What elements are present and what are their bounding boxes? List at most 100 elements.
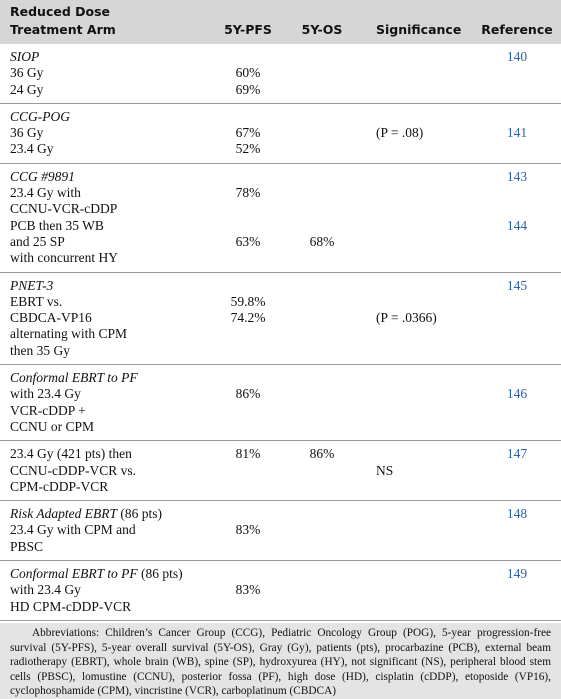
arm-text: CCG-POG bbox=[10, 108, 70, 124]
row-group: SIOP 140 36 Gy 60% 24 Gy 69% bbox=[0, 44, 561, 104]
arm-cell: and 25 SP bbox=[10, 234, 65, 250]
significance-cell: (P = .0366) bbox=[376, 310, 437, 326]
row-group: CCG #9891 143 23.4 Gy with 78% CCNU-VCR-cDDP… bbox=[0, 164, 561, 273]
arm-cell: 23.4 Gy with bbox=[10, 185, 81, 201]
reference-cell: 143 bbox=[506, 168, 528, 184]
header-reference: Reference bbox=[481, 22, 553, 37]
arm-text: 23.4 Gy bbox=[10, 141, 54, 157]
arm-cell: PNET-3 bbox=[10, 278, 53, 294]
arm-cell: with concurrent HY bbox=[10, 250, 118, 266]
row-line: 36 Gy 60% bbox=[0, 65, 561, 81]
arm-text: Risk Adapted EBRT bbox=[10, 506, 117, 522]
arm-cell: SIOP bbox=[10, 49, 39, 65]
reference-cell: 144 bbox=[506, 217, 528, 233]
row-line: CCNU-VCR-cDDP bbox=[0, 201, 561, 217]
row-line: Risk Adapted EBRT (86 pts) 148 bbox=[0, 506, 561, 522]
arm-cell: 36 Gy bbox=[10, 65, 43, 81]
arm-cell: Conformal EBRT to PF (86 pts) bbox=[10, 566, 183, 582]
row-line: HD CPM-cDDP-VCR bbox=[0, 599, 561, 615]
header-significance: Significance bbox=[376, 22, 462, 37]
arm-cell: CBDCA-VP16 bbox=[10, 310, 92, 326]
table-header: Reduced Dose Treatment Arm 5Y-PFS 5Y-OS … bbox=[0, 0, 561, 44]
row-line: and 25 SP 63% 68% bbox=[0, 234, 561, 250]
arm-text: with 23.4 Gy bbox=[10, 582, 81, 598]
pfs-cell: 83% bbox=[235, 582, 261, 598]
row-line: EBRT vs. 59.8% bbox=[0, 294, 561, 310]
row-line: with 23.4 Gy 83% bbox=[0, 582, 561, 598]
arm-cell: then 35 Gy bbox=[10, 343, 70, 359]
arm-note: (86 pts) bbox=[120, 506, 162, 522]
reference-cell: 145 bbox=[506, 277, 528, 293]
arm-text: with 23.4 Gy bbox=[10, 386, 81, 402]
arm-text: HD CPM-cDDP-VCR bbox=[10, 598, 132, 614]
pfs-cell: 86% bbox=[235, 386, 261, 402]
reference-cell: 141 bbox=[506, 125, 528, 141]
row-line: Conformal EBRT to PF (86 pts) 149 bbox=[0, 566, 561, 582]
arm-text: CCG #9891 bbox=[10, 168, 75, 184]
arm-text: 23.4 Gy (421 pts) then bbox=[10, 446, 132, 462]
reference-cell: 146 bbox=[506, 386, 528, 402]
arm-text: 36 Gy bbox=[10, 65, 44, 81]
pfs-cell: 83% bbox=[235, 522, 261, 538]
os-cell: 68% bbox=[309, 233, 335, 249]
pfs-cell: 60% bbox=[235, 65, 261, 81]
row-group: PNET-3 145 EBRT vs. 59.8% CBDCA-VP16 74.2% (P … bbox=[0, 273, 561, 366]
row-line: with 23.4 Gy 86% 146 bbox=[0, 386, 561, 402]
arm-cell: CCG #9891 bbox=[10, 169, 75, 185]
row-line: with concurrent HY bbox=[0, 250, 561, 266]
arm-text: Conformal EBRT to PF bbox=[10, 370, 138, 386]
arm-cell: EBRT vs. bbox=[10, 294, 62, 310]
row-line: PBSC bbox=[0, 539, 561, 555]
arm-cell: CCG-POG bbox=[10, 109, 70, 125]
arm-text: CCNU-cDDP-VCR vs. bbox=[10, 462, 137, 478]
pfs-cell: 69% bbox=[235, 81, 261, 97]
arm-text: with concurrent HY bbox=[10, 250, 118, 266]
row-group: Risk Adapted EBRT (86 pts) 148 23.4 Gy wit… bbox=[0, 501, 561, 562]
arm-text: alternating with CPM bbox=[10, 326, 127, 342]
arm-text: 23.4 Gy with CPM and bbox=[10, 522, 136, 538]
arm-cell: with 23.4 Gy bbox=[10, 582, 81, 598]
reference-cell: 149 bbox=[506, 566, 528, 582]
significance-cell: (P = .08) bbox=[376, 125, 424, 141]
arm-text: PNET-3 bbox=[10, 277, 54, 293]
row-line: CCNU or CPM bbox=[0, 419, 561, 435]
row-line: 24 Gy 69% bbox=[0, 82, 561, 98]
arm-cell: 23.4 Gy bbox=[10, 141, 54, 157]
arm-text: PBSC bbox=[10, 538, 44, 554]
arm-cell: 24 Gy bbox=[10, 82, 43, 98]
header-arm: Reduced Dose bbox=[10, 4, 111, 19]
arm-cell: 36 Gy bbox=[10, 125, 43, 141]
row-group: 23.4 Gy (421 pts) then 81% 86% 147 CCNU-cDDP… bbox=[0, 441, 561, 502]
row-group: CCG-POG 36 Gy 67% (P = .08) 141 23.4 Gy 52% bbox=[0, 104, 561, 164]
header-pfs: 5Y-PFS bbox=[224, 22, 272, 37]
arm-cell: VCR-cDDP + bbox=[10, 403, 86, 419]
arm-cell: Conformal EBRT to PF bbox=[10, 370, 138, 386]
arm-text: then 35 Gy bbox=[10, 342, 70, 358]
arm-text: EBRT vs. bbox=[10, 293, 63, 309]
header-os: 5Y-OS bbox=[301, 22, 343, 37]
arm-text: 23.4 Gy with bbox=[10, 185, 81, 201]
os-cell: 86% bbox=[309, 446, 335, 462]
arm-text: 24 Gy bbox=[10, 81, 44, 97]
row-line: alternating with CPM bbox=[0, 326, 561, 342]
row-line: Conformal EBRT to PF bbox=[0, 370, 561, 386]
significance-cell: NS bbox=[376, 462, 394, 478]
pfs-cell: 63% bbox=[235, 233, 261, 249]
row-line: CBDCA-VP16 74.2% (P = .0366) bbox=[0, 310, 561, 326]
arm-cell: alternating with CPM bbox=[10, 326, 127, 342]
table-body: SIOP 140 36 Gy 60% 24 Gy 69% CCG-POG 36 Gy 67% (P… bbox=[0, 44, 561, 621]
pfs-cell: 67% bbox=[235, 125, 261, 141]
row-line: then 35 Gy bbox=[0, 343, 561, 359]
arm-note: (86 pts) bbox=[141, 566, 183, 582]
arm-cell: 23.4 Gy (421 pts) then bbox=[10, 446, 132, 462]
row-line: 23.4 Gy with 78% bbox=[0, 185, 561, 201]
row-line: 23.4 Gy with CPM and 83% bbox=[0, 522, 561, 538]
row-group: Conformal EBRT to PF with 23.4 Gy 86% 146 VC… bbox=[0, 365, 561, 442]
arm-cell: Risk Adapted EBRT (86 pts) bbox=[10, 506, 162, 522]
reference-cell: 147 bbox=[506, 446, 528, 462]
header-arm: Treatment Arm bbox=[10, 22, 116, 37]
arm-text: 36 Gy bbox=[10, 125, 44, 141]
arm-text: and 25 SP bbox=[10, 233, 65, 249]
row-line: SIOP 140 bbox=[0, 49, 561, 65]
